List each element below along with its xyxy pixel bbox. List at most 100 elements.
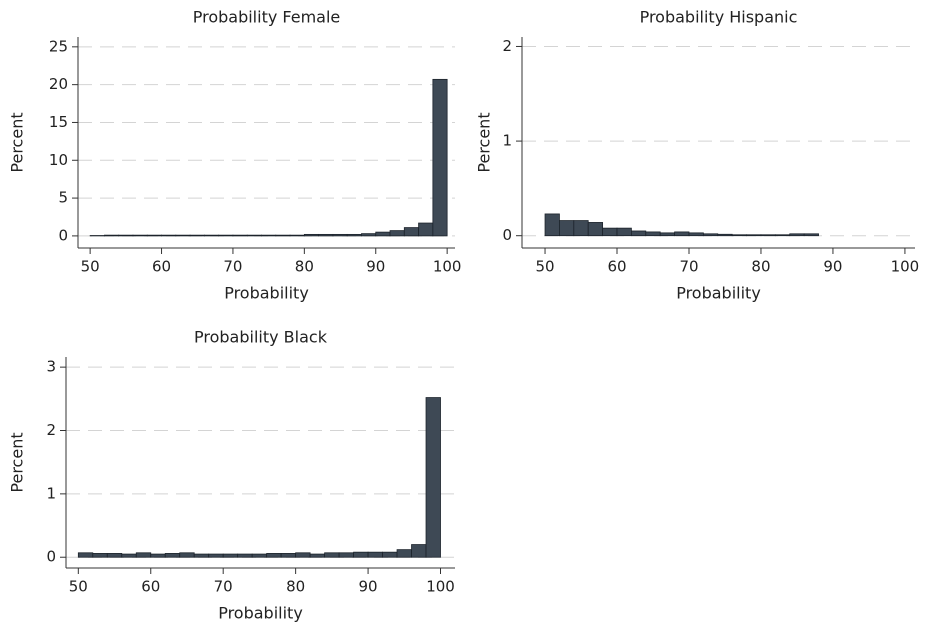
chart-title: Probability Hispanic (640, 8, 798, 27)
bar (790, 234, 804, 236)
x-tick-label: 80 (286, 578, 305, 596)
y-tick-label: 2 (46, 421, 56, 439)
bar (310, 554, 324, 557)
bar (325, 553, 339, 557)
bar (296, 553, 310, 557)
x-tick-label: 60 (152, 258, 171, 276)
x-tick-label: 100 (426, 578, 455, 596)
y-tick-label: 25 (49, 37, 68, 55)
y-tick-label: 1 (502, 132, 512, 150)
bar (718, 234, 732, 235)
bar (223, 554, 237, 557)
bar (180, 553, 194, 557)
bar (136, 553, 150, 557)
bar (262, 235, 276, 236)
bar (238, 554, 252, 557)
x-tick-label: 50 (69, 578, 88, 596)
y-tick-label: 0 (46, 548, 56, 566)
bar (194, 554, 208, 557)
bar (397, 550, 411, 558)
y-tick-label: 15 (49, 113, 68, 131)
bar (252, 554, 266, 557)
x-tick-label: 60 (141, 578, 160, 596)
bar (747, 235, 761, 236)
x-tick-label: 60 (607, 258, 626, 276)
bar (559, 221, 573, 236)
y-tick-label: 3 (46, 358, 56, 376)
bar (151, 554, 165, 557)
y-tick-label: 2 (502, 37, 512, 55)
y-tick-label: 1 (46, 484, 56, 502)
bar (107, 553, 121, 557)
bar (190, 235, 204, 236)
bar (761, 235, 775, 236)
bar (281, 553, 295, 557)
y-tick-label: 0 (58, 226, 68, 244)
x-tick-label: 50 (81, 258, 100, 276)
bar (390, 231, 404, 236)
bar (631, 231, 645, 236)
bar (675, 232, 689, 236)
x-tick-label: 80 (295, 258, 314, 276)
y-tick-label: 20 (49, 75, 68, 93)
bar (122, 554, 136, 557)
bar (804, 234, 818, 236)
bar (93, 553, 107, 557)
bar (412, 545, 426, 558)
bar (176, 235, 190, 236)
bar (347, 234, 361, 236)
x-axis-label: Probability (676, 284, 761, 303)
x-axis-label: Probability (224, 284, 309, 303)
x-tick-label: 90 (366, 258, 385, 276)
bar (162, 235, 176, 236)
bar (376, 232, 390, 236)
bar (267, 553, 281, 557)
x-tick-label: 100 (891, 258, 920, 276)
bar (361, 234, 375, 236)
bar (319, 234, 333, 236)
x-axis-label: Probability (218, 604, 303, 623)
chart-title: Probability Black (194, 328, 328, 347)
bar (732, 235, 746, 236)
bar (104, 235, 118, 236)
bar (419, 223, 433, 236)
bar (775, 235, 789, 236)
bar (588, 222, 602, 235)
y-axis-label: Percent (8, 112, 27, 172)
bar (689, 233, 703, 236)
bar (368, 552, 382, 557)
x-tick-label: 70 (223, 258, 242, 276)
x-tick-label: 50 (535, 258, 554, 276)
bar (147, 235, 161, 236)
bar (204, 235, 218, 236)
y-axis-label: Percent (8, 432, 27, 492)
y-tick-label: 0 (502, 226, 512, 244)
bar (290, 235, 304, 236)
bar (545, 214, 559, 236)
bar (133, 235, 147, 236)
bar (646, 232, 660, 236)
bar (333, 234, 347, 236)
bar (304, 234, 318, 236)
bar (354, 552, 368, 557)
bar (383, 552, 397, 557)
x-tick-label: 70 (679, 258, 698, 276)
bar (78, 553, 92, 557)
bar (404, 228, 418, 236)
x-tick-label: 70 (214, 578, 233, 596)
bar (660, 233, 674, 236)
x-tick-label: 90 (823, 258, 842, 276)
y-tick-label: 10 (49, 151, 68, 169)
bar (165, 553, 179, 557)
y-axis-label: Percent (475, 112, 494, 172)
chart-title: Probability Female (193, 8, 341, 27)
bar (209, 554, 223, 557)
bar (276, 235, 290, 236)
bar (233, 235, 247, 236)
bar (219, 235, 233, 236)
x-tick-label: 90 (359, 578, 378, 596)
bar (433, 79, 447, 236)
bar (574, 221, 588, 236)
bar (247, 235, 261, 236)
y-tick-label: 5 (58, 189, 68, 207)
